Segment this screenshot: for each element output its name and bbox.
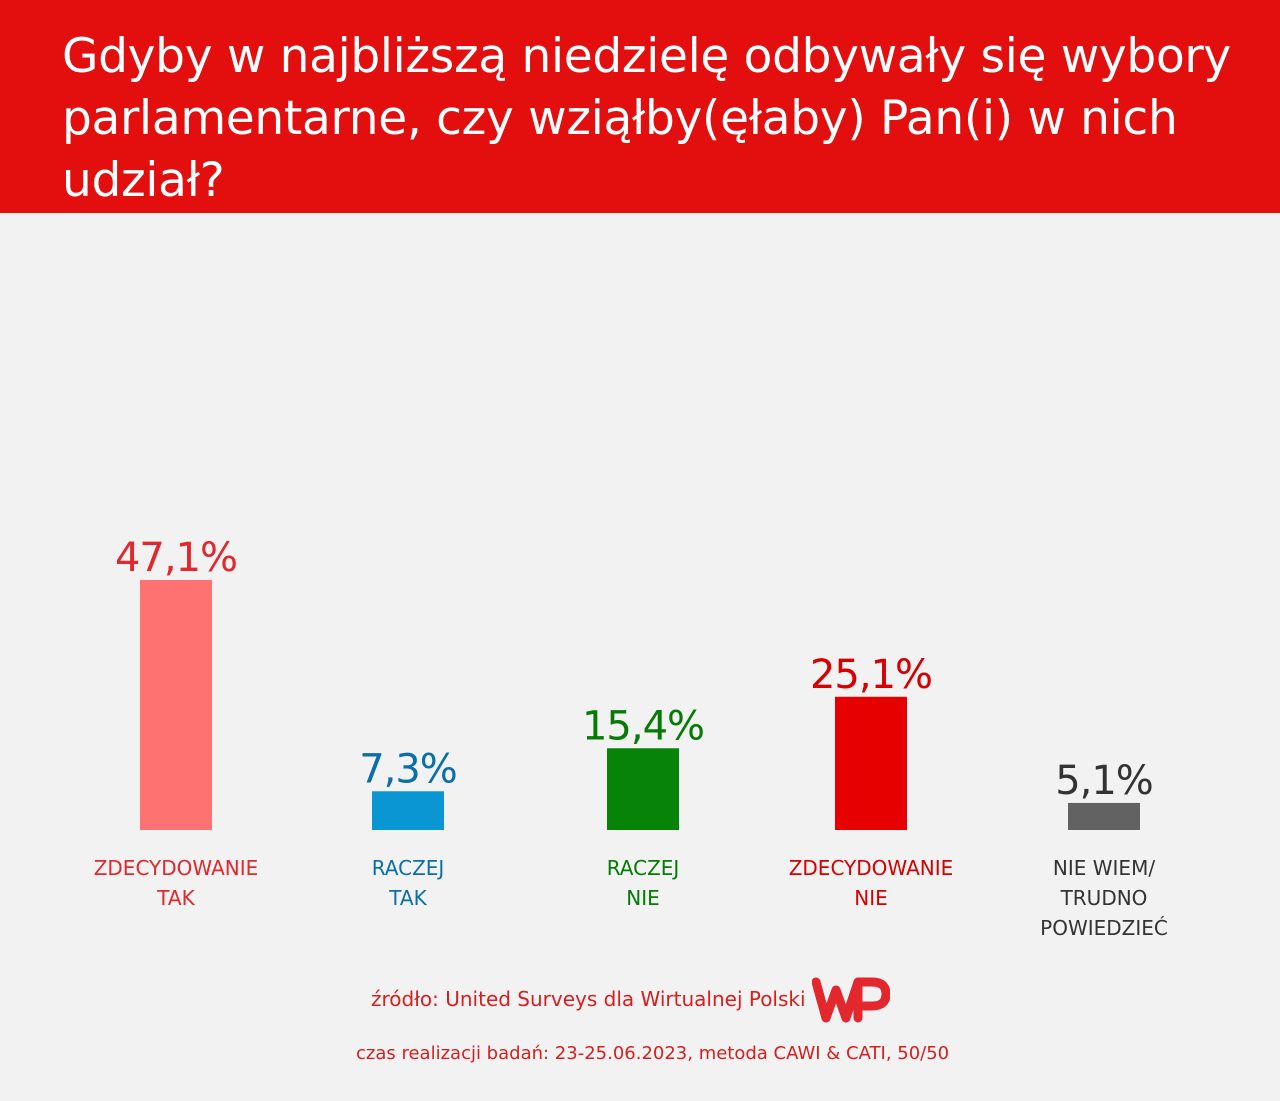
source-text: źródło: United Surveys dla Wirtualnej Po…: [371, 987, 806, 1011]
bar-chart: 47,1% ZDECYDOWANIE TAK 7,3% RACZEJ TAK 15,4% RA…: [94, 535, 1168, 940]
category-label-4-line-2: NIE: [854, 886, 888, 910]
category-label-5-line-1: NIE WIEM/: [1053, 856, 1155, 880]
wp-logo-icon: WP: [812, 977, 890, 1023]
value-label-1: 47,1%: [115, 535, 237, 581]
bar-4: [835, 696, 907, 830]
method-note: czas realizacji badań: 23-25.06.2023, me…: [356, 1043, 950, 1064]
category-label-5-line-2: TRUDNO: [1060, 886, 1148, 910]
source-row: źródło: United Surveys dla Wirtualnej Po…: [0, 972, 1280, 1028]
category-label-1-line-1: ZDECYDOWANIE: [94, 856, 259, 880]
value-label-5: 5,1%: [1055, 758, 1153, 804]
category-label-2-line-2: TAK: [388, 886, 427, 910]
header-banner: Gdyby w najbliższą niedzielę odbywały si…: [0, 0, 1280, 213]
chart-title: Gdyby w najbliższą niedzielę odbywały si…: [62, 29, 1231, 208]
value-label-4: 25,1%: [810, 652, 932, 698]
category-label-2-line-1: RACZEJ: [372, 856, 445, 880]
category-label-4-line-1: ZDECYDOWANIE: [789, 856, 954, 880]
bar-1: [140, 580, 212, 830]
category-label-5-line-3: POWIEDZIEĆ: [1040, 916, 1168, 940]
bar-2: [372, 791, 444, 830]
bar-3: [607, 748, 679, 830]
category-label-1-line-2: TAK: [156, 886, 195, 910]
value-label-2: 7,3%: [359, 746, 457, 792]
value-label-3: 15,4%: [582, 703, 704, 749]
bar-5: [1068, 802, 1140, 830]
category-label-3-line-1: RACZEJ: [607, 856, 680, 880]
category-label-3-line-2: NIE: [626, 886, 660, 910]
